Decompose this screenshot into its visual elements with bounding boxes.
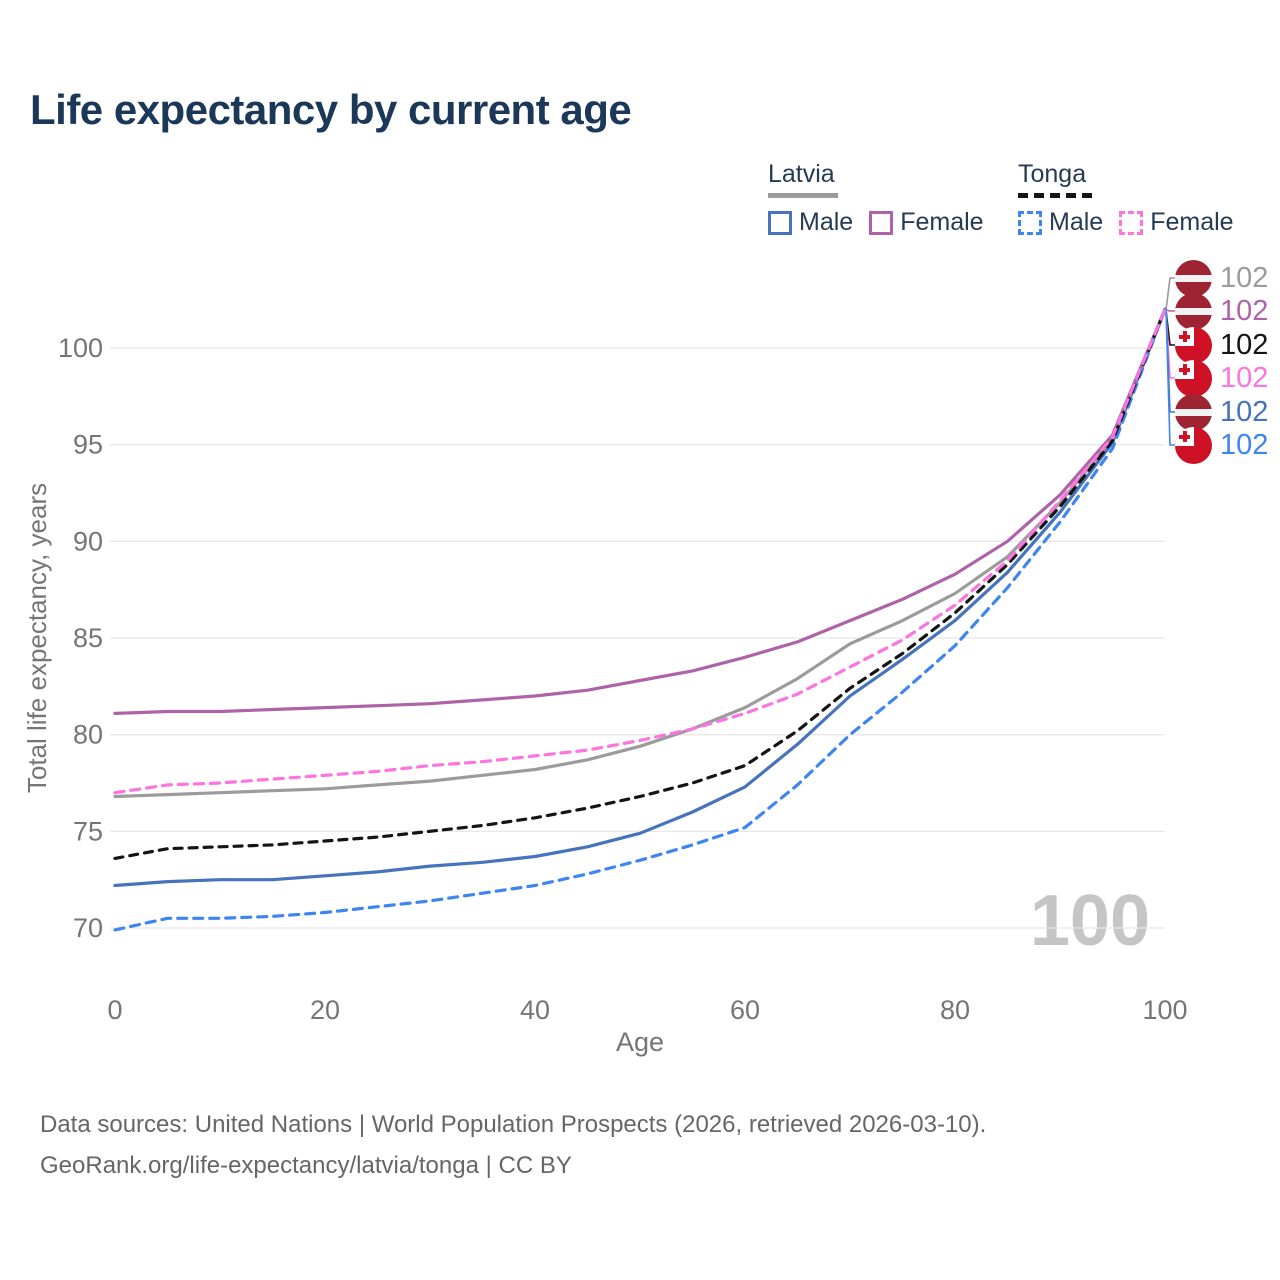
legend-item-label: Male	[1049, 208, 1104, 236]
y-tick-label-70: 70	[73, 913, 103, 943]
legend-item-label: Female	[900, 208, 984, 236]
age-cursor-watermark: 100	[1030, 881, 1150, 961]
legend-swatch-icon	[1119, 210, 1144, 235]
latvia-flag-icon	[1175, 394, 1212, 431]
legend-swatch-icon	[869, 210, 894, 235]
legend-line-sample-latvia	[768, 193, 838, 198]
x-tick-label-40: 40	[520, 995, 550, 1025]
y-tick-label-75: 75	[73, 816, 103, 846]
legend-items-tonga: Male Female	[1018, 208, 1250, 237]
end-label-tonga-male: 102	[1175, 427, 1268, 464]
legend-group-latvia: Latvia Male Female	[768, 160, 1000, 237]
legend-item-label: Female	[1150, 208, 1234, 236]
footer-attribution: GeoRank.org/life-expectancy/latvia/tonga…	[40, 1152, 572, 1179]
legend-item-tonga-male[interactable]: Male	[1018, 208, 1103, 237]
latvia-flag-icon	[1175, 260, 1212, 297]
x-tick-label-80: 80	[940, 995, 970, 1025]
legend-swatch-icon	[768, 210, 792, 235]
legend-group-label-tonga[interactable]: Tonga	[1018, 160, 1087, 188]
legend-items-latvia: Male Female	[768, 208, 1000, 237]
end-label-latvia-female: 102	[1175, 293, 1268, 330]
tonga-flag-icon	[1175, 427, 1212, 464]
x-axis-title: Age	[616, 1027, 664, 1057]
footer-data-sources: Data sources: United Nations | World Pop…	[40, 1111, 987, 1138]
x-tick-label-100: 100	[1142, 995, 1187, 1025]
end-label-value-tonga-total: 102	[1220, 329, 1269, 361]
legend-item-label: Male	[799, 208, 854, 236]
series-line-tonga-total[interactable]	[113, 307, 1167, 860]
legend-line-sample-tonga	[1018, 193, 1092, 198]
legend-item-tonga-female[interactable]: Female	[1119, 208, 1234, 237]
x-tick-label-0: 0	[107, 995, 122, 1025]
legend-swatch-icon	[1018, 210, 1042, 235]
footer: Data sources: United Nations | World Pop…	[40, 1104, 986, 1186]
tonga-flag-icon	[1175, 360, 1212, 397]
latvia-flag-icon	[1175, 293, 1212, 330]
end-label-value-latvia-male: 102	[1220, 396, 1269, 428]
end-label-tonga-total: 102	[1175, 327, 1268, 364]
end-label-value-latvia-female: 102	[1220, 295, 1269, 327]
end-label-value-latvia-total: 102	[1220, 262, 1269, 294]
series-line-latvia-female[interactable]	[113, 307, 1167, 715]
end-label-value-tonga-male: 102	[1220, 429, 1269, 461]
tonga-flag-icon	[1175, 327, 1212, 364]
y-axis-title: Total life expectancy, years	[22, 483, 52, 793]
end-label-latvia-male: 102	[1175, 394, 1268, 431]
end-label-tonga-female: 102	[1175, 360, 1268, 397]
series-line-latvia-male[interactable]	[113, 307, 1167, 888]
y-tick-label-80: 80	[73, 720, 103, 750]
y-tick-label-100: 100	[58, 333, 103, 363]
series-line-tonga-female[interactable]	[113, 307, 1167, 795]
legend-item-latvia-male[interactable]: Male	[768, 208, 853, 237]
legend-item-latvia-female[interactable]: Female	[869, 208, 984, 237]
y-tick-label-90: 90	[73, 526, 103, 556]
series-line-latvia-total[interactable]	[113, 307, 1167, 799]
legend-group-label-latvia[interactable]: Latvia	[768, 160, 835, 188]
y-tick-label-85: 85	[73, 623, 103, 653]
x-tick-label-20: 20	[310, 995, 340, 1025]
end-label-latvia-total: 102	[1175, 260, 1268, 297]
legend-group-tonga: Tonga Male Female	[1018, 160, 1250, 237]
end-label-value-tonga-female: 102	[1220, 362, 1269, 394]
x-tick-label-60: 60	[730, 995, 760, 1025]
y-tick-label-95: 95	[73, 430, 103, 460]
page-title: Life expectancy by current age	[30, 86, 632, 133]
series-line-tonga-male[interactable]	[113, 307, 1167, 932]
